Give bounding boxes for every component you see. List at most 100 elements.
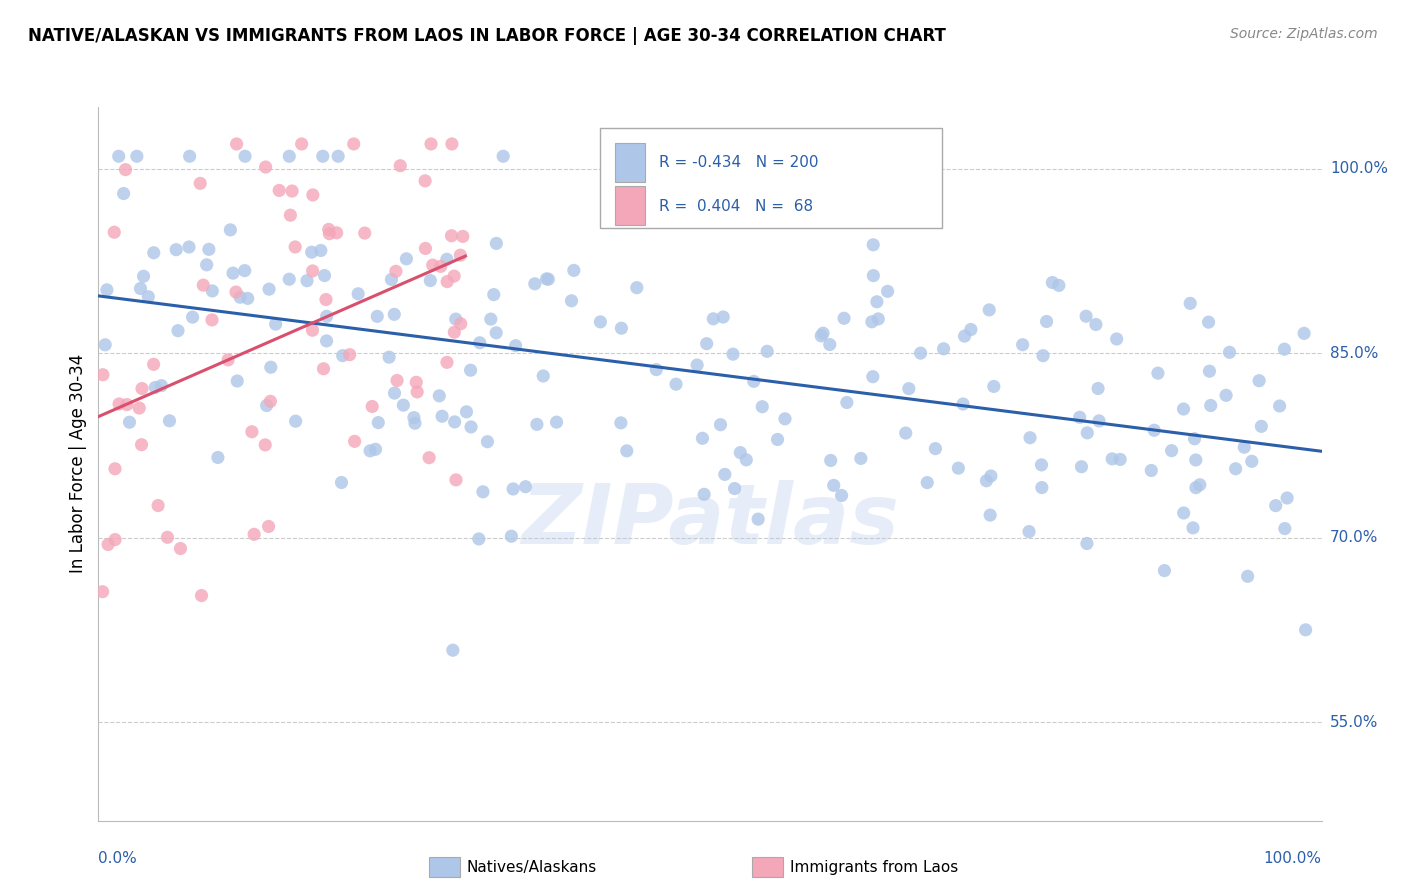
- Point: [429, 260, 451, 274]
- Point: [91, 584, 114, 599]
- Point: [523, 277, 546, 291]
- Point: [422, 258, 444, 272]
- Point: [1180, 296, 1202, 310]
- Point: [257, 282, 280, 296]
- Point: [1240, 454, 1263, 468]
- Point: [1070, 459, 1092, 474]
- Text: 55.0%: 55.0%: [1330, 714, 1378, 730]
- Point: [485, 326, 508, 340]
- Point: [501, 529, 523, 543]
- Point: [260, 360, 283, 375]
- Text: Immigrants from Laos: Immigrants from Laos: [790, 860, 959, 874]
- Point: [479, 312, 502, 326]
- Point: [610, 321, 633, 335]
- Point: [343, 136, 366, 151]
- Point: [97, 537, 120, 551]
- Point: [325, 226, 347, 240]
- Point: [1233, 440, 1256, 454]
- Point: [295, 274, 318, 288]
- Point: [415, 242, 437, 256]
- Point: [136, 290, 159, 304]
- Point: [1215, 388, 1237, 402]
- Point: [443, 269, 465, 284]
- Point: [537, 272, 560, 286]
- Point: [1225, 462, 1247, 476]
- Point: [1047, 278, 1070, 293]
- Point: [831, 488, 853, 502]
- Point: [546, 415, 568, 429]
- Point: [254, 160, 277, 174]
- Point: [953, 329, 976, 343]
- Point: [385, 374, 408, 388]
- Point: [515, 480, 537, 494]
- Point: [723, 482, 745, 496]
- Point: [1198, 364, 1220, 378]
- Point: [721, 347, 744, 361]
- Point: [626, 280, 648, 294]
- Point: [281, 184, 304, 198]
- Point: [1088, 414, 1111, 428]
- Point: [492, 149, 515, 163]
- Point: [269, 184, 291, 198]
- Point: [169, 541, 191, 556]
- Text: ZIPatlas: ZIPatlas: [522, 481, 898, 561]
- Point: [468, 335, 491, 350]
- Point: [1236, 569, 1258, 583]
- Point: [471, 484, 494, 499]
- Point: [751, 400, 773, 414]
- Point: [505, 339, 527, 353]
- Point: [225, 136, 247, 151]
- Point: [477, 434, 499, 449]
- Point: [378, 350, 401, 364]
- Point: [142, 357, 165, 371]
- Point: [598, 208, 620, 222]
- Point: [226, 374, 249, 388]
- Point: [980, 469, 1002, 483]
- Point: [427, 389, 450, 403]
- Point: [756, 344, 779, 359]
- Point: [361, 400, 384, 414]
- Point: [1218, 345, 1240, 359]
- Point: [727, 208, 749, 222]
- Point: [146, 499, 169, 513]
- Point: [195, 258, 218, 272]
- Point: [359, 443, 381, 458]
- Point: [382, 307, 405, 321]
- Point: [711, 310, 734, 324]
- Point: [91, 368, 114, 382]
- Point: [264, 317, 287, 331]
- Point: [1199, 399, 1222, 413]
- Point: [444, 473, 467, 487]
- Point: [1076, 536, 1098, 550]
- Point: [1035, 314, 1057, 328]
- Point: [616, 443, 638, 458]
- Point: [862, 369, 884, 384]
- Point: [960, 322, 983, 336]
- Point: [835, 395, 858, 409]
- Point: [315, 293, 337, 307]
- Text: NATIVE/ALASKAN VS IMMIGRANTS FROM LAOS IN LABOR FORCE | AGE 30-34 CORRELATION CH: NATIVE/ALASKAN VS IMMIGRANTS FROM LAOS I…: [28, 27, 946, 45]
- Point: [468, 532, 491, 546]
- Point: [449, 248, 471, 262]
- Point: [1250, 419, 1272, 434]
- Point: [979, 508, 1001, 522]
- Point: [832, 311, 855, 326]
- Point: [443, 325, 465, 339]
- Point: [1153, 564, 1175, 578]
- Point: [1173, 402, 1195, 417]
- Point: [125, 149, 148, 163]
- Point: [1173, 506, 1195, 520]
- Point: [979, 302, 1001, 317]
- Point: [1143, 423, 1166, 437]
- Text: 70.0%: 70.0%: [1330, 530, 1378, 545]
- Point: [502, 482, 524, 496]
- Point: [440, 228, 463, 243]
- Point: [810, 329, 832, 343]
- Point: [405, 376, 427, 390]
- Text: Source: ZipAtlas.com: Source: ZipAtlas.com: [1230, 27, 1378, 41]
- Point: [404, 416, 426, 430]
- Point: [315, 310, 337, 324]
- Point: [948, 461, 970, 475]
- Point: [735, 452, 758, 467]
- Point: [181, 310, 204, 325]
